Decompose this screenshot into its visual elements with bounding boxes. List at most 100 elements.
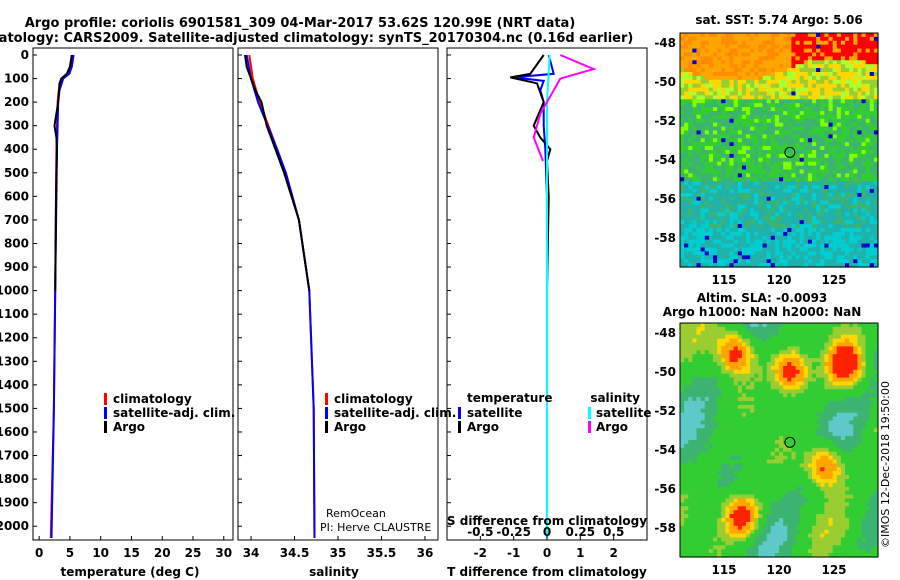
map-cell	[721, 189, 726, 194]
map-cell	[746, 377, 751, 383]
map-cell	[857, 118, 863, 124]
map-cell	[708, 408, 714, 414]
map-cell	[853, 404, 858, 410]
map-cell	[799, 189, 805, 194]
map-cell	[684, 401, 689, 406]
map-cell	[721, 443, 726, 449]
map-cell	[787, 239, 792, 245]
map-cell	[680, 463, 685, 468]
map-cell	[774, 455, 780, 461]
map-cell	[824, 334, 830, 340]
map-cell	[696, 369, 702, 375]
map-cell	[692, 181, 698, 186]
map-cell	[820, 440, 825, 445]
map-cell	[692, 467, 698, 472]
map-cell	[849, 146, 854, 151]
map-cell	[807, 251, 813, 256]
map-cell	[766, 189, 772, 194]
map-cell	[766, 259, 772, 264]
map-cell	[721, 365, 726, 371]
map-cell	[774, 204, 780, 210]
map-cell	[816, 334, 821, 340]
map-cell	[704, 208, 710, 213]
map-cell	[758, 451, 764, 457]
map-cell	[845, 416, 850, 422]
map-cell	[696, 169, 702, 174]
map-cell	[799, 451, 805, 457]
map-cell	[708, 247, 714, 252]
map-cell	[812, 259, 817, 264]
map-cell	[824, 130, 830, 135]
map-cell	[754, 342, 759, 347]
map-cell	[795, 118, 801, 124]
map-cell	[779, 412, 784, 418]
map-cell	[799, 169, 805, 174]
map-cell	[746, 404, 751, 410]
map-cell	[853, 323, 858, 328]
map-cell	[692, 72, 698, 77]
map-cell	[824, 259, 830, 264]
map-cell	[758, 471, 764, 476]
map-cell	[704, 114, 710, 120]
map-cell	[803, 404, 809, 410]
map-cell	[725, 169, 731, 174]
map-cell	[865, 326, 871, 332]
map-cell	[849, 471, 854, 476]
map-cell	[840, 424, 846, 429]
map-cell	[820, 107, 825, 112]
map-cell	[737, 369, 743, 375]
map-cell	[766, 401, 772, 406]
map-cell	[746, 443, 751, 449]
map-cell	[746, 99, 751, 104]
map-cell	[845, 404, 850, 410]
map-cell	[721, 358, 726, 363]
map-cell	[873, 107, 879, 112]
map-cell	[692, 150, 698, 155]
map-cell	[750, 424, 755, 429]
map-cell	[845, 44, 850, 50]
map-cell	[865, 377, 871, 383]
map-cell	[713, 231, 718, 237]
map-cell	[729, 475, 735, 480]
map-cell	[803, 393, 809, 398]
map-cell	[820, 161, 825, 167]
map-cell	[783, 103, 788, 108]
map-cell	[708, 122, 714, 128]
map-cell	[824, 451, 830, 457]
map-cell	[803, 350, 809, 355]
map-cell	[708, 323, 714, 328]
map-cell	[807, 91, 813, 96]
map-cell	[803, 397, 809, 402]
map-cell	[849, 385, 854, 390]
map-cell	[783, 118, 788, 124]
map-cell	[770, 161, 776, 167]
map-cell	[787, 153, 792, 159]
map-cell	[787, 362, 792, 367]
map-cell	[861, 99, 867, 104]
map-cell	[737, 263, 743, 268]
map-cell	[824, 146, 830, 151]
map-cell	[754, 150, 759, 155]
map-cell	[774, 165, 780, 171]
map-cell	[849, 52, 854, 57]
map-cell	[741, 114, 747, 120]
map-cell	[791, 231, 797, 237]
map-cell	[820, 393, 825, 398]
map-cell	[729, 432, 735, 437]
map-cell	[845, 350, 850, 355]
map-cell	[696, 397, 702, 402]
map-cell	[873, 220, 879, 225]
map-cell	[704, 52, 710, 57]
map-cell	[840, 75, 846, 81]
map-cell	[746, 263, 751, 268]
map-cell	[758, 56, 764, 61]
map-cell	[700, 373, 706, 379]
map-cell	[721, 259, 726, 264]
map-cell	[803, 408, 809, 414]
map-cell	[741, 443, 747, 449]
map-cell	[779, 68, 784, 73]
map-cell	[869, 389, 875, 394]
map-cell	[779, 338, 784, 344]
map-cell	[770, 428, 776, 433]
map-cell	[733, 412, 739, 418]
